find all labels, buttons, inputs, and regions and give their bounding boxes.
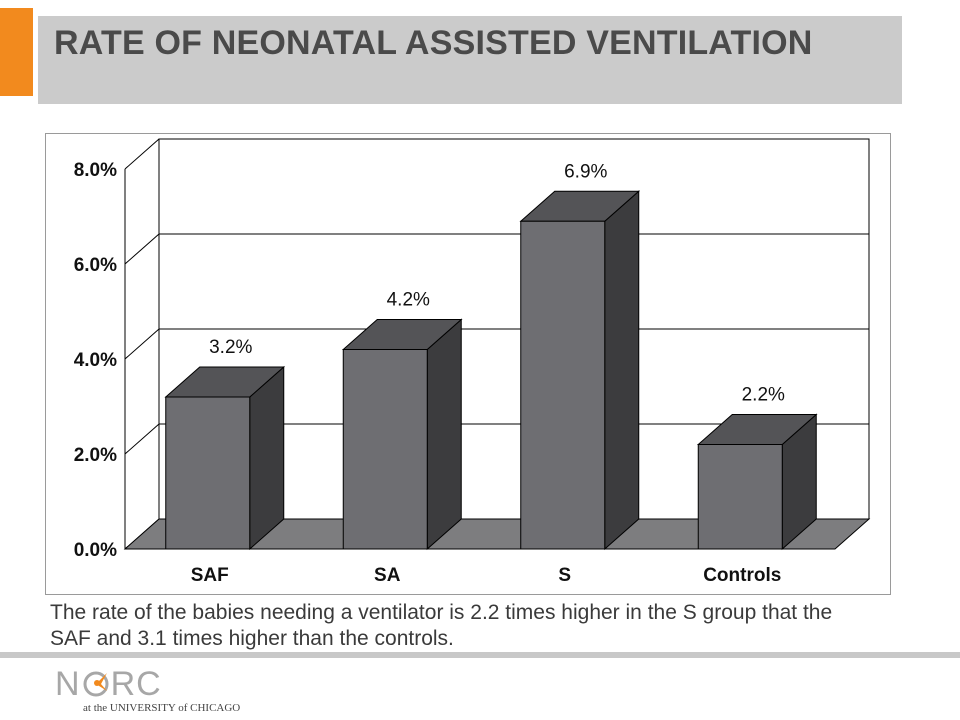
bar: [342, 349, 428, 550]
logo-letters-rc: RC: [110, 665, 162, 703]
logo-subtitle: at the UNIVERSITY of CHICAGO: [83, 702, 241, 714]
bar-side: [426, 318, 462, 551]
y-tick-label: 0.0%: [74, 540, 117, 561]
data-label: 2.2%: [742, 385, 785, 406]
sun-o-icon: [81, 668, 111, 697]
norc-logo: N RC at the UNIVERSITY of CHICAGO: [55, 666, 255, 716]
y-tick-label: 6.0%: [74, 255, 117, 276]
logo-wordmark: N RC: [55, 666, 162, 702]
y-tick-label: 8.0%: [74, 160, 117, 181]
data-label: 3.2%: [209, 337, 252, 358]
x-category-label: SA: [374, 565, 401, 586]
footer-rule: [0, 652, 960, 658]
y-tick-label: 2.0%: [74, 445, 117, 466]
gridline-diagonal: [124, 423, 160, 455]
bar: [165, 396, 251, 550]
data-label: 6.9%: [564, 161, 607, 182]
chart-caption: The rate of the babies needing a ventila…: [50, 601, 833, 650]
bar-side: [604, 190, 640, 551]
slide-title: RATE OF NEONATAL ASSISTED VENTILATION: [54, 24, 813, 62]
gridline-diagonal: [124, 138, 160, 170]
x-category-label: S: [558, 565, 571, 586]
bar: [697, 444, 783, 550]
bar-chart: 0.0% 2.0% 4.0% 6.0% 8.0% 3.2% SAF 4.2% SA 6.9% S 2.…: [74, 138, 871, 586]
x-category-label: SAF: [191, 565, 229, 586]
bar: [520, 220, 606, 550]
title-band: [38, 16, 902, 104]
accent-bar: [0, 8, 33, 96]
x-category-label: Controls: [703, 565, 781, 586]
gridline-diagonal: [124, 233, 160, 265]
bar-side: [249, 365, 285, 551]
logo-letter-n: N: [55, 665, 81, 703]
y-tick-label: 4.0%: [74, 350, 117, 371]
gridline-diagonal: [124, 328, 160, 360]
data-label: 4.2%: [387, 290, 430, 311]
